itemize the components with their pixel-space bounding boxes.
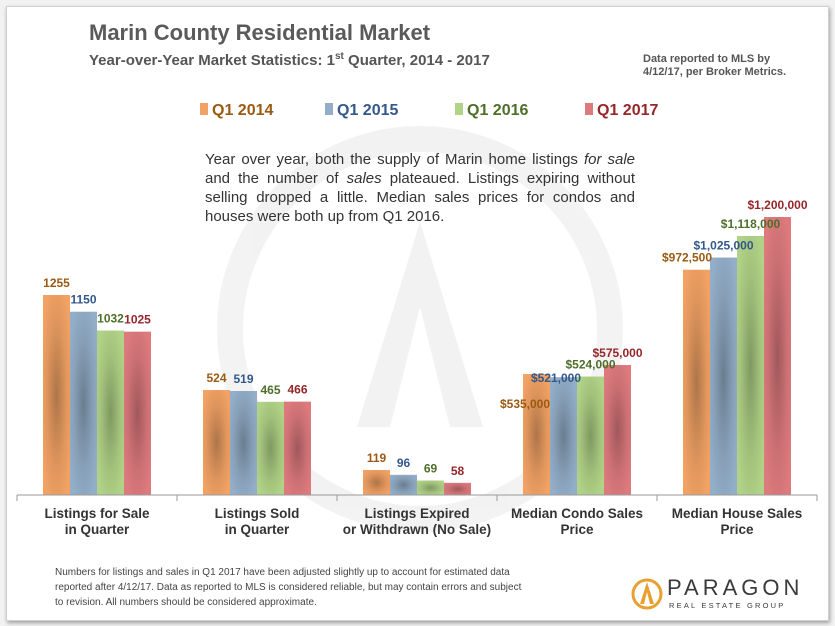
legend-label: Q1 2017 — [597, 102, 658, 119]
bar-shading — [417, 480, 444, 495]
category-label: in Quarter — [65, 522, 130, 537]
value-label: 465 — [260, 383, 280, 397]
bar-shading — [577, 376, 604, 495]
footnote: Numbers for listings and sales in Q1 201… — [55, 565, 615, 610]
bar-shading — [604, 365, 631, 495]
value-label: $1,118,000 — [721, 217, 781, 231]
bar-shading — [97, 330, 124, 495]
subtitle-main: Year-over-Year Market Statistics: 1 — [89, 52, 335, 69]
legend-label: Q1 2014 — [212, 102, 273, 119]
chart-legend: Q1 2014 Q1 2015 Q1 2016 Q1 2017 — [200, 102, 658, 119]
x-axis-ticks — [16, 495, 818, 501]
bar-shading — [550, 377, 577, 495]
brand-name: PARAGON — [667, 575, 804, 600]
subtitle-superscript: st — [334, 51, 344, 62]
value-label: 58 — [451, 464, 465, 478]
bar-chart: Q1 2014 Q1 2015 Q1 2016 Q1 2017 12551150103… — [16, 102, 818, 537]
chart-subtitle: Year-over-Year Market Statistics: 1st Qu… — [89, 51, 490, 69]
bar-shading — [124, 331, 151, 495]
value-label: 524 — [206, 371, 226, 385]
chart-title: Marin County Residential Market — [89, 20, 431, 45]
brand-tagline: REAL ESTATE GROUP — [669, 601, 786, 610]
bar-shading — [363, 470, 390, 495]
value-label: $972,500 — [662, 251, 712, 265]
value-label: $1,025,000 — [693, 239, 753, 253]
bar-shading — [203, 390, 230, 495]
bar-shading — [70, 311, 97, 495]
data-source-note: Data reported to MLS by 4/12/17, per Bro… — [643, 53, 818, 79]
desc-emphasis-for-sale: for sale — [583, 151, 635, 168]
legend-swatch — [325, 103, 333, 115]
source-line-2: 4/12/17, per Broker Metrics. — [643, 66, 787, 78]
value-label: 69 — [424, 462, 438, 476]
value-label: 1255 — [43, 276, 70, 290]
value-label: 96 — [397, 456, 411, 470]
value-label: $575,000 — [592, 346, 642, 360]
bar-shading — [444, 482, 471, 495]
bar-shading — [43, 295, 70, 495]
footnote-line-2: reported after 4/12/17. Data as reported… — [55, 582, 522, 593]
value-label: $524,000 — [565, 358, 615, 372]
watermark-logo — [217, 126, 623, 532]
bar-shading — [683, 269, 710, 495]
legend-swatch — [585, 103, 593, 115]
category-label: Listings Sold — [215, 506, 300, 521]
chart-description: Year over year, both the supply of Marin… — [205, 150, 635, 226]
value-label: 1150 — [70, 293, 96, 307]
category-label: Price — [720, 522, 754, 537]
desc-part-1: Year over year, both the supply of Marin… — [205, 151, 584, 168]
category-label: Price — [560, 522, 594, 537]
paragon-emblem-icon — [631, 578, 663, 610]
bar-shading — [737, 235, 764, 495]
value-label: 519 — [233, 372, 253, 386]
value-label: $535,000 — [500, 397, 550, 411]
bar-shading — [764, 217, 791, 495]
category-label: in Quarter — [225, 522, 290, 537]
value-label: 466 — [287, 383, 307, 397]
footnote-line-3: to revision. All numbers should be consi… — [55, 597, 317, 608]
value-label: $1,200,000 — [747, 198, 807, 212]
desc-part-3: and the number of — [205, 170, 347, 187]
bar-shading — [257, 401, 284, 495]
bar-shading — [523, 374, 550, 495]
desc-emphasis-sales: sales — [346, 170, 382, 187]
value-label: 1025 — [124, 313, 151, 327]
legend-swatch — [200, 103, 208, 115]
footnote-line-1: Numbers for listings and sales in Q1 201… — [55, 567, 510, 578]
bar-shading — [710, 257, 737, 495]
category-label: Median Condo Sales — [511, 506, 643, 521]
bar-shading — [390, 474, 417, 495]
value-label: 1032 — [97, 312, 124, 326]
category-label: or Withdrawn (No Sale) — [343, 522, 491, 537]
value-label: 119 — [367, 451, 387, 465]
chart-card: Marin County Residential Market Year-ove… — [6, 6, 829, 621]
legend-label: Q1 2016 — [467, 102, 528, 119]
category-label: Listings for Sale — [44, 506, 150, 521]
legend-swatch — [455, 103, 463, 115]
desc-part-5: plateaued. Listings expiring without sel… — [205, 170, 636, 225]
category-label: Median House Sales — [672, 506, 803, 521]
legend-label: Q1 2015 — [337, 102, 398, 119]
category-label: Listings Expired — [364, 506, 469, 521]
paragon-logo: PARAGON REAL ESTATE GROUP — [631, 572, 821, 616]
bar-shading — [230, 391, 257, 495]
value-label: $521,000 — [531, 371, 581, 385]
bar-shading — [284, 401, 311, 495]
bars-layer — [43, 217, 791, 495]
source-line-1: Data reported to MLS by — [643, 53, 771, 65]
subtitle-rest: Quarter, 2014 - 2017 — [343, 52, 490, 69]
